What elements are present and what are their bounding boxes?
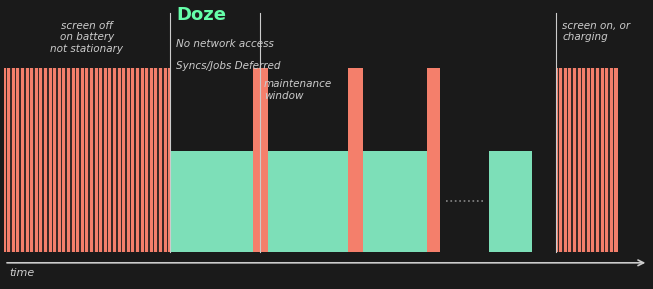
Text: Syncs/Jobs Deferred: Syncs/Jobs Deferred — [176, 61, 280, 71]
Bar — [585, 68, 587, 252]
Bar — [38, 68, 39, 252]
Bar — [268, 151, 347, 252]
Bar — [139, 68, 140, 252]
Bar — [488, 151, 532, 252]
Bar — [74, 68, 76, 252]
Bar — [590, 68, 592, 252]
Bar — [24, 68, 25, 252]
Bar — [65, 68, 67, 252]
Bar — [144, 68, 145, 252]
Bar — [558, 68, 559, 252]
Text: No network access: No network access — [176, 39, 274, 49]
Bar — [567, 68, 569, 252]
Text: maintenance
window: maintenance window — [264, 79, 332, 101]
Text: screen off
on battery
not stationary: screen off on battery not stationary — [50, 21, 123, 54]
Bar — [106, 68, 108, 252]
Bar — [153, 68, 155, 252]
Bar — [562, 68, 564, 252]
Text: Doze: Doze — [176, 6, 226, 24]
Bar — [88, 68, 90, 252]
Bar — [581, 68, 582, 252]
Bar — [170, 151, 253, 252]
Bar — [33, 68, 35, 252]
Bar — [576, 68, 578, 252]
Bar — [121, 68, 122, 252]
Bar — [427, 68, 439, 252]
Bar — [162, 68, 164, 252]
Bar — [613, 68, 614, 252]
Bar — [125, 68, 127, 252]
Bar — [97, 68, 99, 252]
Bar — [253, 68, 268, 252]
Bar — [135, 68, 136, 252]
Bar — [10, 68, 12, 252]
Bar — [148, 68, 150, 252]
Bar — [594, 68, 596, 252]
Bar — [603, 68, 605, 252]
Bar — [79, 68, 81, 252]
Bar — [130, 68, 131, 252]
Text: screen on, or
charging: screen on, or charging — [562, 21, 630, 42]
Bar — [102, 68, 104, 252]
Bar — [56, 68, 58, 252]
Bar — [47, 68, 49, 252]
Bar — [556, 68, 618, 252]
Bar — [363, 151, 427, 252]
Bar — [599, 68, 601, 252]
Bar — [52, 68, 54, 252]
Bar — [112, 68, 113, 252]
Bar — [20, 68, 21, 252]
Bar — [93, 68, 95, 252]
Bar — [167, 68, 168, 252]
Bar — [61, 68, 63, 252]
Bar — [5, 68, 7, 252]
Bar — [42, 68, 44, 252]
Bar — [608, 68, 610, 252]
Bar — [4, 68, 170, 252]
Bar — [347, 68, 363, 252]
Text: time: time — [9, 268, 35, 278]
Bar — [84, 68, 86, 252]
Bar — [116, 68, 118, 252]
Bar — [70, 68, 72, 252]
Bar — [15, 68, 16, 252]
Bar — [29, 68, 30, 252]
Bar — [157, 68, 159, 252]
Bar — [571, 68, 573, 252]
